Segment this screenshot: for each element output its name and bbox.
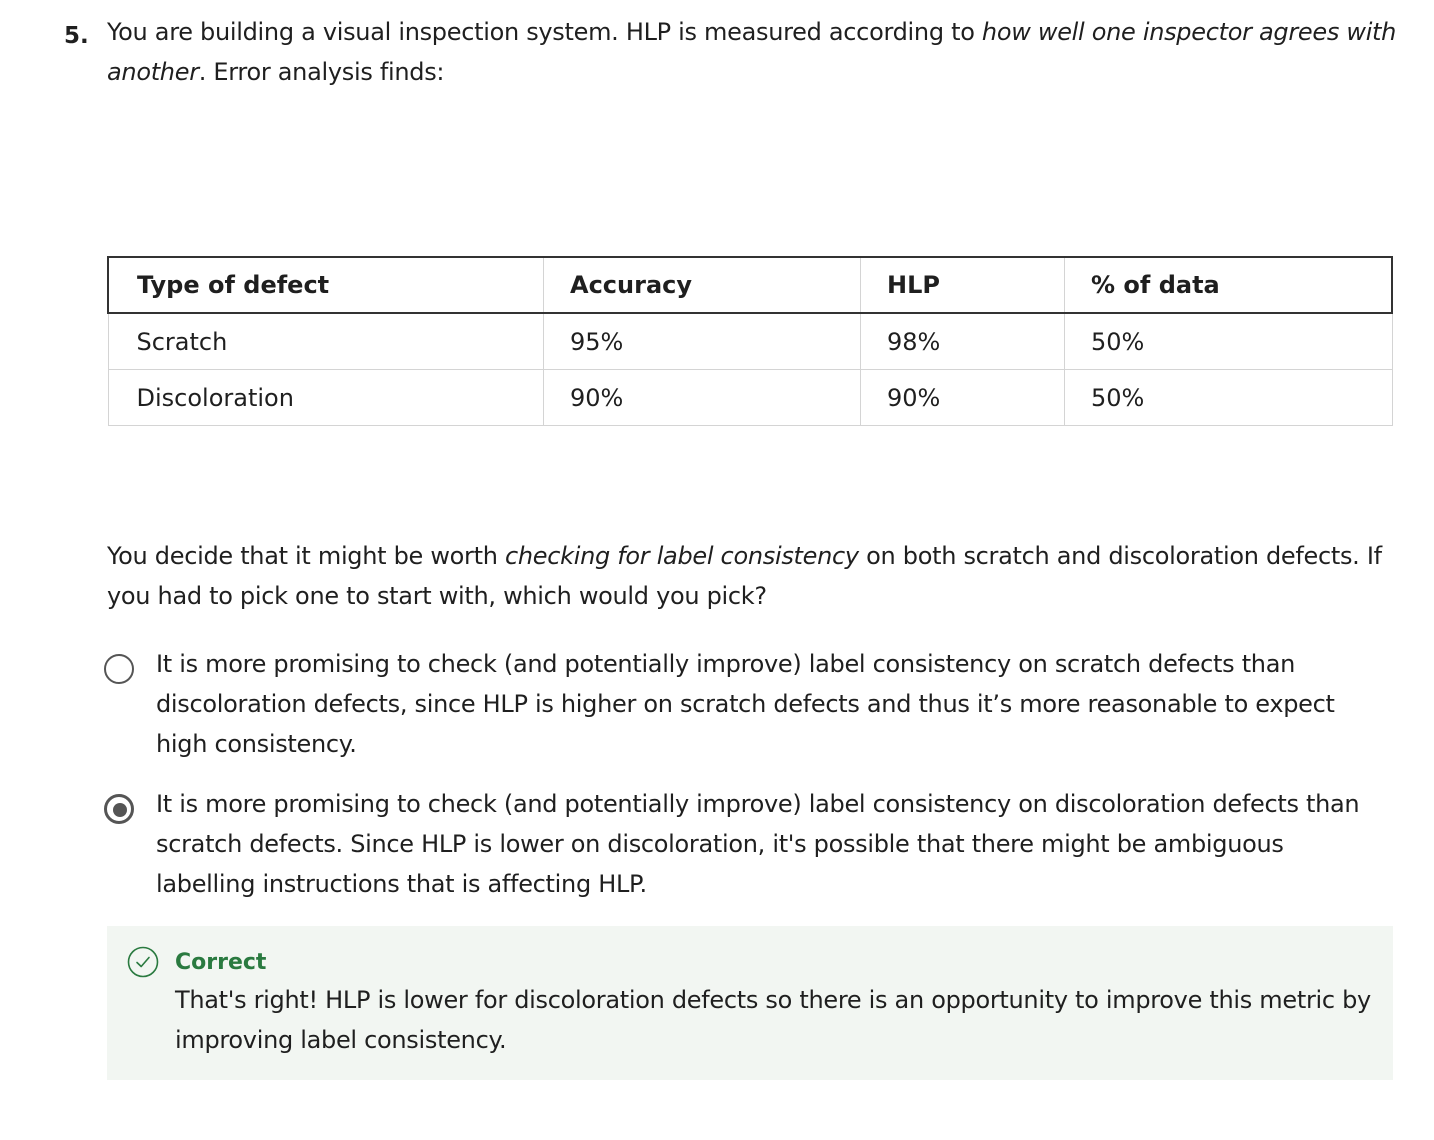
question-text-emphasis: how well one inspector agrees with anoth… — [107, 18, 1397, 86]
header-percent-of-data: % of data — [1064, 256, 1393, 314]
question-text-start: You are building a visual inspection sys… — [107, 18, 982, 46]
cell-hlp: 98% — [860, 312, 1065, 370]
answer-option-label[interactable]: It is more promising to check (and poten… — [156, 650, 1335, 758]
question-prompt: You decide that it might be worth checki… — [107, 536, 1397, 616]
prompt-text-end: on both scratch and discoloration defect… — [107, 542, 1382, 610]
cell-percent-of-data: 50% — [1064, 312, 1393, 370]
cell-accuracy: 95% — [543, 312, 861, 370]
feedback-status: Correct — [175, 950, 267, 975]
check-circle-icon — [127, 946, 159, 978]
table-row: Discoloration 90% 90% 50% — [107, 369, 1393, 426]
prompt-text-emphasis: checking for label consistency — [504, 542, 859, 570]
table-header-row: Type of defect Accuracy HLP % of data — [107, 256, 1393, 314]
question-number: 5. — [64, 23, 89, 49]
cell-percent-of-data: 50% — [1064, 369, 1393, 426]
radio-button-unselected[interactable] — [104, 654, 134, 684]
cell-defect-type: Scratch — [107, 312, 544, 370]
header-hlp: HLP — [860, 256, 1065, 314]
feedback-text: That's right! HLP is lower for discolora… — [175, 986, 1371, 1054]
table-row: Scratch 95% 98% 50% — [107, 312, 1393, 370]
answer-option-label[interactable]: It is more promising to check (and poten… — [156, 790, 1360, 898]
cell-hlp: 90% — [860, 369, 1065, 426]
feedback-panel: Correct That's right! HLP is lower for d… — [107, 926, 1393, 1080]
prompt-text-start: You decide that it might be worth — [107, 542, 505, 570]
radio-button-selected[interactable] — [104, 794, 134, 824]
cell-defect-type: Discoloration — [107, 369, 544, 426]
question-text: You are building a visual inspection sys… — [107, 12, 1397, 92]
header-type-of-defect: Type of defect — [107, 256, 544, 314]
question-text-end: . Error analysis finds: — [198, 58, 445, 86]
header-accuracy: Accuracy — [543, 256, 861, 314]
cell-accuracy: 90% — [543, 369, 861, 426]
error-analysis-table: Type of defect Accuracy HLP % of data Sc… — [107, 256, 1393, 426]
